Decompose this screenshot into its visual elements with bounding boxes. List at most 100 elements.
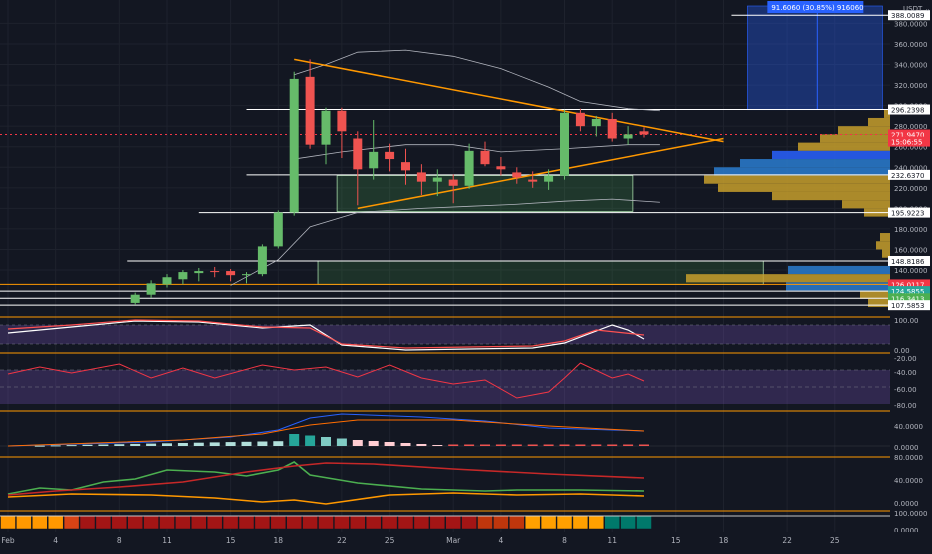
candle[interactable] [210, 266, 220, 278]
candle[interactable] [623, 126, 633, 145]
regime-cell [191, 515, 207, 530]
price-label-box [888, 10, 930, 21]
candle-body [607, 118, 617, 139]
currency-label: USDT ⌄ [903, 5, 930, 13]
candle[interactable] [385, 143, 395, 172]
price-axis-background [890, 0, 932, 532]
candle[interactable] [226, 269, 236, 282]
candlestick-series [130, 59, 649, 305]
volume-profile-bar [820, 134, 890, 143]
macd-histogram-bar [623, 444, 634, 446]
macd-histogram-bar [241, 441, 252, 446]
macd-histogram-bar [321, 437, 331, 446]
candle-body [242, 274, 251, 276]
candle[interactable] [146, 280, 156, 298]
regime-cell [270, 515, 287, 530]
price-label-box [888, 255, 930, 266]
indicator-panes [0, 316, 890, 530]
regime-cell [222, 515, 239, 530]
regime-cell [302, 515, 318, 530]
time-tick-label: 15 [671, 536, 681, 545]
regime-cell [32, 515, 48, 530]
candle[interactable] [464, 143, 474, 189]
time-tick-label: Mar [446, 536, 461, 545]
candle[interactable] [305, 59, 315, 149]
willr-tick-label: -40.00 [894, 369, 917, 377]
candle[interactable] [607, 112, 617, 142]
volume-profile-bar [686, 274, 890, 283]
candle[interactable] [575, 108, 585, 132]
regime-cell [63, 515, 80, 530]
macd-histogram-bar [607, 444, 618, 446]
grid-lines [0, 0, 890, 532]
volume-profile-bar [786, 282, 890, 291]
willr-tick-label: -80.00 [894, 402, 917, 410]
macd-histogram-bar [591, 444, 602, 446]
adx-tick-label: 0.0000 [894, 500, 919, 508]
stoch-pane-band [0, 325, 890, 344]
candle[interactable] [639, 127, 649, 138]
triangle-pattern [294, 58, 724, 210]
time-tick-label: 22 [337, 536, 347, 545]
regime-cell [159, 515, 175, 530]
candle-body [575, 112, 585, 127]
regime-cell [95, 515, 112, 530]
price-tick-label: 340.0000 [894, 62, 927, 70]
candle[interactable] [369, 120, 379, 180]
candle[interactable] [162, 274, 172, 288]
macd-histogram-bar [114, 444, 125, 446]
stoch-tick-label: 0.00 [894, 347, 910, 355]
candle-body [401, 162, 410, 171]
candle[interactable] [416, 164, 426, 196]
chevron-down-icon[interactable]: ⌄ [924, 5, 931, 13]
candle-body [146, 283, 156, 295]
bollinger-bands [230, 49, 660, 286]
candle[interactable] [289, 71, 299, 216]
volume-profile-bar [772, 150, 890, 160]
candle-body [496, 166, 506, 170]
candle[interactable] [353, 131, 363, 206]
macd-histogram-bar [209, 442, 220, 446]
bollinger-middle-band [294, 144, 660, 160]
candle[interactable] [321, 107, 331, 165]
candle[interactable] [337, 107, 347, 159]
candle[interactable] [401, 148, 410, 185]
price-label-text: 15:06:55 [891, 139, 922, 147]
triangle-upper-trendline [294, 58, 724, 143]
candle-body [385, 151, 395, 160]
candle[interactable] [544, 169, 554, 190]
regime-cell [397, 515, 414, 530]
candle-body [448, 179, 458, 186]
volume-profile-bar [842, 200, 890, 209]
candle[interactable] [130, 292, 140, 305]
candle[interactable] [178, 270, 188, 285]
price-tick-label: 380.0000 [894, 20, 927, 28]
candle[interactable] [273, 210, 283, 249]
volume-profile-bar [882, 249, 890, 258]
candle[interactable] [496, 157, 506, 176]
candle[interactable] [194, 267, 204, 282]
price-axis: 380.0000360.0000340.0000320.0000300.0000… [890, 0, 932, 535]
candle[interactable] [528, 171, 538, 188]
candle[interactable] [448, 174, 458, 204]
candle-body [337, 110, 347, 132]
candle[interactable] [242, 272, 251, 284]
price-label-box [888, 300, 930, 311]
regime-cell [47, 515, 64, 530]
bollinger-upper-band [294, 49, 660, 112]
candle[interactable] [560, 109, 569, 180]
candle[interactable] [512, 167, 522, 184]
time-tick-label: 22 [782, 536, 792, 545]
time-tick-label: 18 [719, 536, 729, 545]
candle[interactable] [257, 244, 267, 277]
candle[interactable] [480, 141, 490, 167]
regime-cell [127, 515, 143, 530]
regime-tick-label: 100.0000 [894, 510, 927, 518]
adx-line [7, 462, 645, 496]
candle[interactable] [432, 169, 442, 197]
candle[interactable] [591, 115, 601, 137]
regime-cell [540, 515, 557, 530]
